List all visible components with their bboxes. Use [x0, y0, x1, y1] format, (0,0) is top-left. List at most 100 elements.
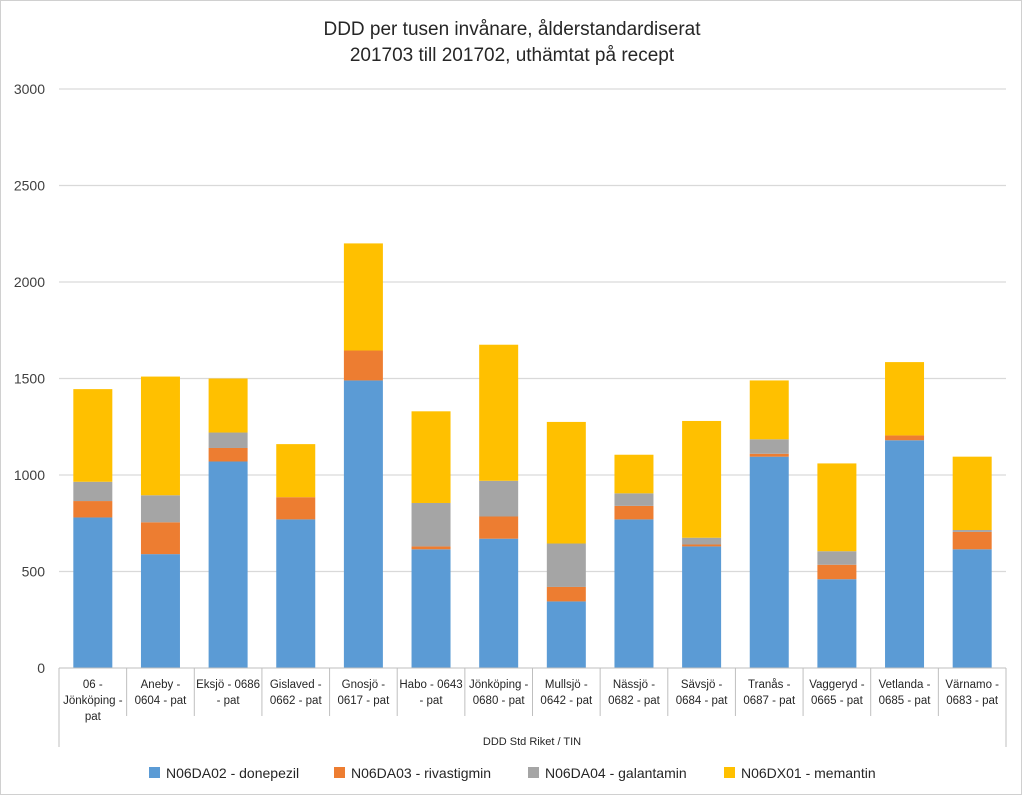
bar-segment-3 — [208, 432, 248, 448]
bar-segment-2 — [140, 522, 180, 555]
bar-segment-2 — [276, 497, 316, 520]
bar-segment-4 — [749, 380, 789, 440]
bar-segment-4 — [885, 362, 925, 436]
bar-segment-1 — [479, 538, 519, 668]
x-category-label: 06 - — [83, 679, 103, 691]
bar-segment-1 — [276, 519, 316, 668]
legend-label: N06DX01 - memantin — [741, 765, 876, 781]
bar-segment-2 — [817, 564, 857, 580]
y-tick-label: 500 — [22, 564, 46, 580]
x-category-label: 0617 - pat — [337, 695, 390, 707]
legend-swatch — [724, 767, 735, 778]
bar-segment-2 — [411, 546, 451, 550]
y-tick-label: 1500 — [14, 371, 45, 387]
x-axis-title: DDD Std Riket / TIN — [483, 736, 581, 748]
bar-segment-4 — [411, 411, 451, 503]
bar-segment-3 — [749, 439, 789, 454]
bar-segment-2 — [614, 505, 654, 520]
bar-segment-3 — [614, 493, 654, 506]
bar-segment-4 — [140, 376, 180, 496]
bar-segment-3 — [140, 495, 180, 523]
x-category-label: pat — [85, 711, 102, 723]
bar-segment-1 — [885, 440, 925, 668]
x-category-label: Aneby - — [141, 679, 181, 691]
x-category-label: Jönköping - — [469, 679, 529, 691]
legend-swatch — [528, 767, 539, 778]
bar-segment-2 — [546, 586, 586, 602]
bar-segment-1 — [140, 554, 180, 668]
bar-segment-3 — [73, 481, 113, 502]
x-category-label: Vetlanda - — [879, 679, 931, 691]
x-category-label: Jönköping - — [63, 695, 123, 707]
x-category-label: 0684 - pat — [676, 695, 729, 707]
bar-segment-1 — [411, 549, 451, 668]
bar-segment-4 — [817, 463, 857, 552]
x-category-label: 0682 - pat — [608, 695, 661, 707]
x-category-label: Värnamo - — [945, 679, 999, 691]
bar-segment-1 — [952, 549, 992, 668]
bar-segment-4 — [479, 344, 519, 481]
bar-segment-1 — [682, 546, 722, 668]
x-category-label: Eksjö - 0686 — [196, 679, 260, 691]
bar-segment-2 — [73, 501, 113, 518]
x-category-label: Tranås - — [748, 679, 791, 691]
y-tick-label: 2500 — [14, 178, 45, 194]
y-tick-label: 3000 — [14, 81, 45, 97]
x-category-label: 0604 - pat — [135, 695, 188, 707]
bar-segment-1 — [343, 380, 383, 668]
x-category-label: 0685 - pat — [879, 695, 932, 707]
bar-segment-4 — [546, 421, 586, 544]
bar-segment-3 — [817, 551, 857, 565]
y-tick-label: 2000 — [14, 274, 45, 290]
bar-segment-3 — [682, 537, 722, 545]
bar-segment-1 — [546, 601, 586, 668]
bar-segment-2 — [749, 453, 789, 457]
x-category-label: 0662 - pat — [270, 695, 323, 707]
chart-title-line: DDD per tusen invånare, ålderstandardise… — [323, 19, 701, 40]
bar-segment-3 — [479, 480, 519, 517]
bar-segment-2 — [208, 447, 248, 462]
x-category-label: 0642 - pat — [540, 695, 593, 707]
bar-segment-1 — [73, 517, 113, 668]
x-category-label: - pat — [217, 695, 241, 707]
bar-segment-4 — [73, 389, 113, 482]
legend-label: N06DA03 - rivastigmin — [351, 765, 491, 781]
chart-title-line: 201703 till 201702, uthämtat på recept — [350, 45, 675, 66]
bar-segment-1 — [817, 579, 857, 668]
bar-segment-3 — [546, 543, 586, 587]
bar-segment-1 — [749, 456, 789, 668]
y-tick-label: 1000 — [14, 467, 45, 483]
x-category-label: Mullsjö - — [545, 679, 588, 691]
legend-swatch — [149, 767, 160, 778]
bar-segment-1 — [614, 519, 654, 668]
x-category-label: Nässjö - — [613, 679, 655, 691]
x-category-label: Sävsjö - — [681, 679, 723, 691]
x-category-label: 0665 - pat — [811, 695, 864, 707]
legend-label: N06DA02 - donepezil — [166, 765, 299, 781]
x-category-label: Habo - 0643 — [399, 679, 462, 691]
y-tick-label: 0 — [37, 660, 45, 676]
bar-segment-1 — [208, 461, 248, 668]
bar-segment-2 — [343, 350, 383, 381]
x-category-label: Vaggeryd - — [809, 679, 865, 691]
bar-segment-4 — [343, 243, 383, 351]
x-category-label: Gnosjö - — [342, 679, 386, 691]
bar-segment-2 — [885, 435, 925, 441]
bar-segment-4 — [276, 444, 316, 498]
x-category-label: 0683 - pat — [946, 695, 999, 707]
bar-segment-2 — [952, 531, 992, 550]
bar-segment-3 — [952, 530, 992, 532]
x-category-label: 0687 - pat — [743, 695, 796, 707]
x-category-label: 0680 - pat — [473, 695, 526, 707]
bar-segment-4 — [952, 456, 992, 531]
bar-segment-4 — [614, 454, 654, 494]
x-category-label: Gislaved - — [270, 679, 322, 691]
bar-segment-2 — [479, 516, 519, 539]
legend-swatch — [334, 767, 345, 778]
bar-segment-4 — [682, 420, 722, 538]
x-category-label: - pat — [420, 695, 444, 707]
bar-segment-4 — [208, 378, 248, 433]
legend-label: N06DA04 - galantamin — [545, 765, 687, 781]
